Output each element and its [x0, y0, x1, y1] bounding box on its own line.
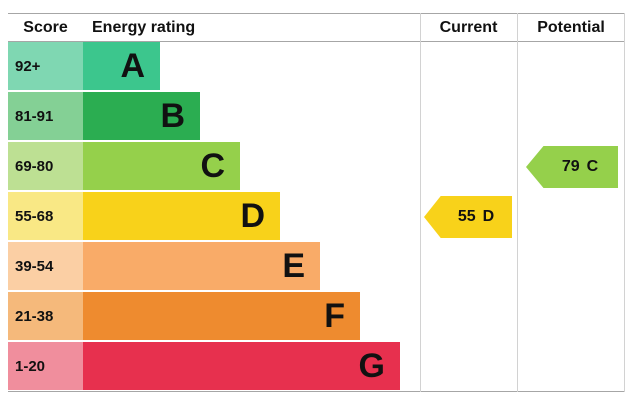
score-cell: 81-91: [8, 92, 83, 140]
chart-header: Score Energy rating Current Potential: [8, 13, 625, 42]
current-rating-value: 55: [457, 208, 476, 225]
band-bar: A: [83, 42, 160, 90]
band-letter: G: [358, 347, 385, 385]
band-row-f: 21-38 F: [8, 292, 400, 342]
potential-rating-arrow: 79 C: [526, 146, 618, 188]
band-row-g: 1-20 G: [8, 342, 400, 392]
score-cell: 69-80: [8, 142, 83, 190]
band-row-a: 92+ A: [8, 42, 400, 92]
rating-bands: 92+ A 81-91 B 69-80 C 55-68: [8, 42, 400, 392]
column-divider-potential: [517, 13, 518, 392]
band-bar: G: [83, 342, 400, 390]
column-divider-right: [624, 13, 625, 392]
score-cell: 92+: [8, 42, 83, 90]
band-row-b: 81-91 B: [8, 92, 400, 142]
score-cell: 39-54: [8, 242, 83, 290]
header-potential: Potential: [537, 18, 605, 36]
column-divider-current: [420, 13, 421, 392]
band-letter: E: [282, 247, 305, 285]
score-cell: 21-38: [8, 292, 83, 340]
band-letter: C: [200, 147, 225, 185]
potential-rating-value: 79: [561, 158, 580, 175]
epc-chart-inner: Score Energy rating Current Potential 92…: [8, 13, 625, 392]
band-bar: E: [83, 242, 320, 290]
band-row-d: 55-68 D: [8, 192, 400, 242]
current-rating-arrow: 55 D: [424, 196, 512, 238]
band-letter: F: [324, 297, 345, 335]
band-row-e: 39-54 E: [8, 242, 400, 292]
band-bar: C: [83, 142, 240, 190]
band-bar: B: [83, 92, 200, 140]
header-score: Score: [23, 18, 68, 36]
header-current: Current: [439, 18, 498, 36]
band-bar: F: [83, 292, 360, 340]
band-row-c: 69-80 C: [8, 142, 400, 192]
band-letter: D: [240, 197, 265, 235]
potential-rating-letter: C: [586, 158, 599, 175]
score-cell: 1-20: [8, 342, 83, 390]
header-energy-rating: Energy rating: [92, 18, 196, 36]
band-bar: D: [83, 192, 280, 240]
band-letter: A: [120, 47, 145, 85]
band-letter: B: [160, 97, 185, 135]
current-rating-letter: D: [482, 208, 495, 225]
score-cell: 55-68: [8, 192, 83, 240]
